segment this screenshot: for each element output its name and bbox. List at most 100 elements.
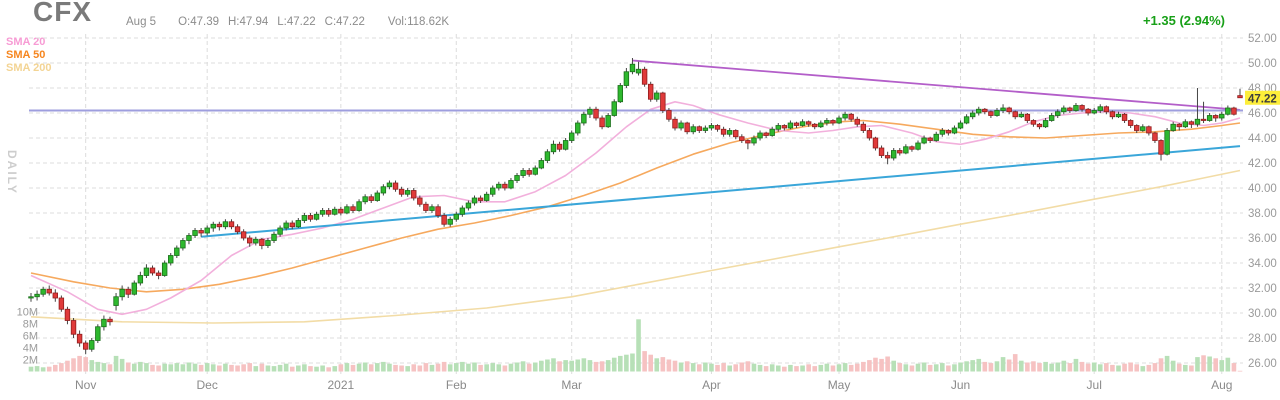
volume-bar [861, 361, 866, 372]
candle-body [951, 127, 958, 134]
volume-bar [654, 358, 660, 372]
candle-body [520, 170, 526, 176]
volume-bar [399, 365, 404, 372]
candle-body [1170, 123, 1176, 131]
candle-body [611, 101, 617, 116]
candle-body [629, 63, 636, 73]
volume-bar [1237, 370, 1243, 372]
candle-body [368, 196, 374, 201]
candle-body [101, 318, 107, 328]
candle-body [544, 151, 551, 161]
candle-body [350, 206, 356, 211]
volume-bar [484, 364, 489, 372]
candle-body [168, 255, 174, 264]
candle-body [818, 122, 824, 128]
candle-body [666, 110, 672, 120]
candle-body [714, 125, 721, 130]
volume-bar [198, 364, 204, 372]
volume-bar [411, 364, 417, 372]
volume-bar [933, 364, 939, 372]
volume-bar [775, 365, 781, 372]
volume-bar [277, 364, 283, 372]
candle-body [909, 146, 915, 150]
quote-high: H:47.94 [227, 16, 269, 28]
candle-body [338, 208, 344, 214]
candle-body [222, 221, 229, 228]
volume-bar [763, 366, 769, 372]
volume-bar [897, 363, 903, 372]
candle-body [52, 292, 59, 299]
volume-bar [138, 361, 143, 372]
ascending-support-trendline[interactable] [201, 145, 1241, 238]
candle-body [380, 186, 387, 194]
sma200-line [30, 169, 1241, 324]
volume-bar [551, 358, 556, 372]
sma20-line [30, 101, 1241, 316]
volume-bar [666, 359, 672, 372]
candle-body [423, 203, 429, 211]
volume-bar [1128, 362, 1133, 372]
volume-bar [885, 356, 890, 372]
candle-body [301, 215, 308, 221]
candle-body [836, 117, 842, 124]
candle-body [228, 221, 235, 228]
volume-bar [891, 360, 897, 372]
volume-bar [970, 360, 975, 372]
volume-bar [338, 364, 344, 372]
candle-body [678, 122, 684, 129]
current-price-label: 47.22 [1248, 93, 1277, 105]
volume-bar [46, 366, 52, 372]
volume-bar [976, 358, 982, 372]
volume-bar [393, 364, 398, 372]
candle-body [137, 275, 144, 284]
volume-bar [1018, 360, 1024, 372]
volume-bar [721, 363, 726, 372]
price-tick-label: 40.00 [1248, 183, 1277, 195]
volume-bar [587, 360, 593, 372]
volume-bar [1176, 363, 1182, 372]
volume-bar [769, 364, 775, 372]
volume-bar [982, 361, 988, 372]
volume-bar [265, 365, 271, 372]
volume-bar [34, 366, 40, 372]
candle-body [994, 110, 1000, 116]
candle-body [1158, 140, 1164, 155]
volume-bar [368, 364, 374, 372]
volume-bar [168, 364, 174, 372]
candle-body [672, 118, 678, 129]
candle-body [411, 190, 417, 199]
candle-body [143, 267, 150, 276]
volume-bar [520, 361, 526, 372]
volume-bar [818, 364, 824, 372]
volume-bar [757, 364, 763, 372]
volume-bar [830, 365, 836, 372]
candle-body [1140, 126, 1146, 131]
volume-bar [1195, 357, 1200, 372]
candle-body [28, 296, 34, 299]
volume-bar [909, 365, 915, 372]
candle-body [647, 83, 654, 100]
candle-body [1200, 118, 1207, 121]
candle-body [872, 137, 879, 149]
volume-bar [958, 362, 963, 372]
candle-body [435, 206, 441, 216]
descending-resistance-trendline[interactable] [632, 59, 1241, 111]
candle-body [362, 196, 368, 203]
volume-bar [53, 364, 58, 372]
candle-body [496, 183, 502, 189]
candle-body [1024, 113, 1031, 121]
volume-bar [703, 362, 708, 372]
candle-body [1061, 107, 1067, 113]
candle-body [1055, 111, 1061, 116]
candle-body [775, 125, 781, 130]
chart-plot-area[interactable] [31, 34, 1243, 374]
candle-body [1194, 118, 1201, 125]
candle-body [921, 137, 927, 144]
candle-body [635, 68, 642, 74]
candle-body [483, 193, 490, 201]
volume-bar [478, 364, 483, 372]
candle-body [149, 267, 156, 274]
volume-bar [131, 363, 137, 372]
candle-body [107, 318, 113, 323]
